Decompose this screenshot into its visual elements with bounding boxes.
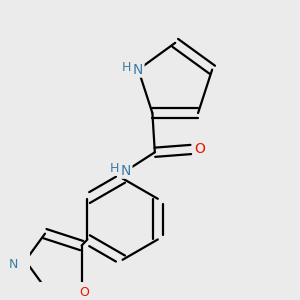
Text: O: O — [79, 286, 89, 299]
Text: N: N — [9, 258, 19, 271]
Text: H: H — [122, 61, 131, 74]
Text: H: H — [110, 162, 119, 175]
Text: N: N — [133, 63, 143, 77]
Text: N: N — [121, 164, 131, 178]
Text: O: O — [194, 142, 205, 157]
